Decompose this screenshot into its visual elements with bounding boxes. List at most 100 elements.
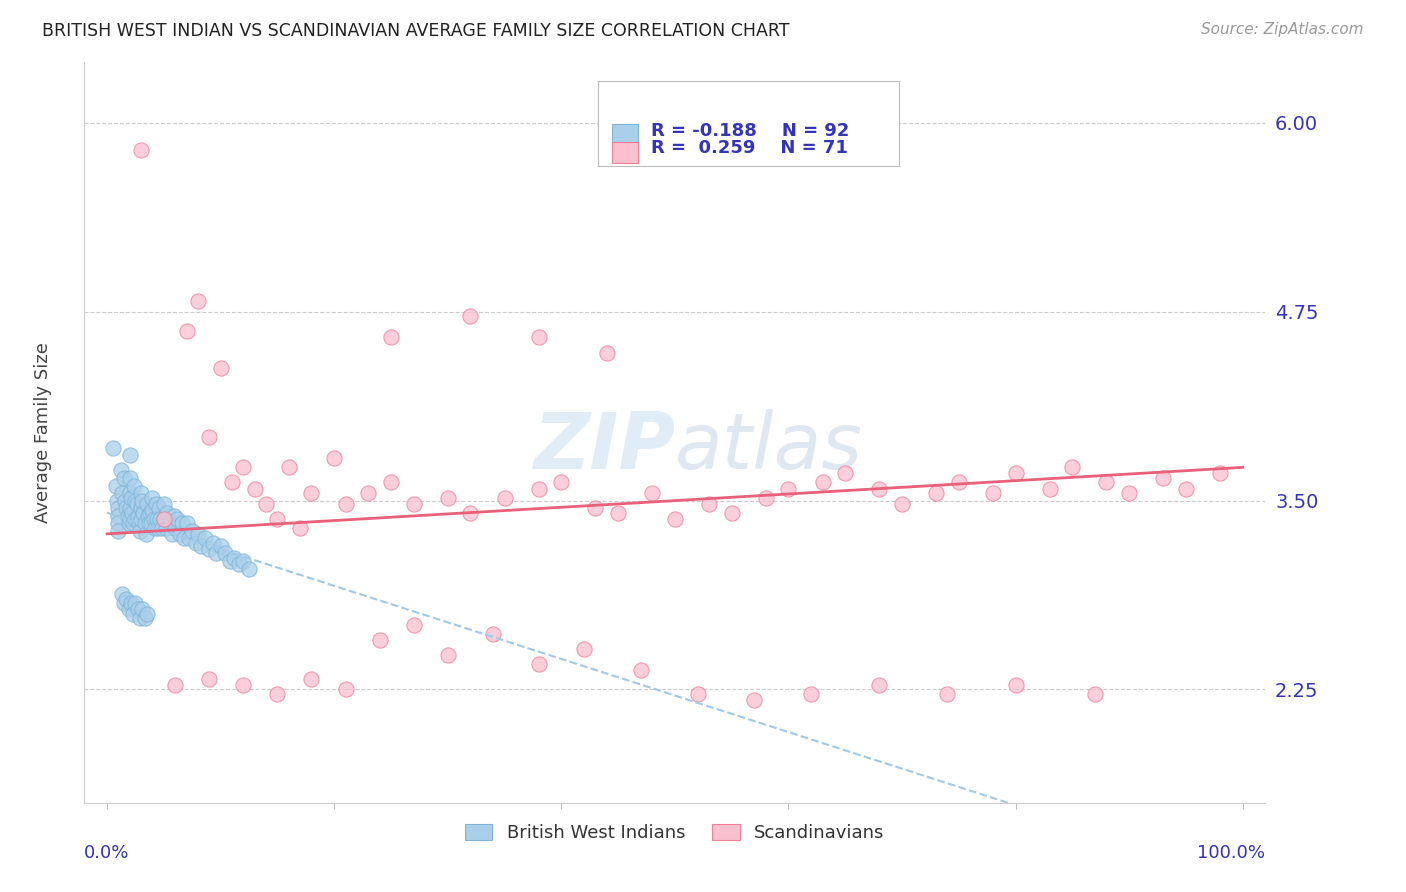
Point bbox=[131, 602, 153, 616]
Point bbox=[148, 521, 170, 535]
Point bbox=[136, 508, 159, 523]
Point bbox=[170, 516, 193, 531]
Point bbox=[1209, 467, 1232, 481]
Point bbox=[301, 486, 323, 500]
Point bbox=[124, 596, 146, 610]
Point bbox=[105, 478, 128, 492]
Bar bbox=[612, 142, 638, 163]
Point bbox=[194, 532, 217, 546]
Point bbox=[135, 497, 157, 511]
Bar bbox=[612, 124, 638, 145]
Point bbox=[811, 475, 834, 490]
Point bbox=[527, 657, 550, 671]
Point bbox=[380, 475, 402, 490]
Bar bbox=[598, 81, 900, 166]
Point bbox=[125, 497, 148, 511]
Point bbox=[181, 524, 204, 538]
Point bbox=[124, 478, 146, 492]
Point bbox=[228, 557, 250, 571]
Point bbox=[160, 526, 183, 541]
Point bbox=[277, 460, 299, 475]
Point bbox=[124, 512, 146, 526]
Point bbox=[122, 516, 145, 531]
Point bbox=[131, 493, 153, 508]
Point bbox=[494, 491, 516, 505]
Point bbox=[112, 471, 135, 485]
Point bbox=[132, 506, 155, 520]
Point bbox=[981, 486, 1004, 500]
Point bbox=[141, 516, 163, 531]
Point bbox=[891, 497, 914, 511]
Point bbox=[697, 497, 720, 511]
Point bbox=[630, 663, 652, 677]
Point bbox=[254, 497, 277, 511]
Point bbox=[190, 539, 212, 553]
Point bbox=[163, 508, 186, 523]
Point bbox=[127, 602, 149, 616]
Point bbox=[232, 554, 254, 568]
Point bbox=[335, 682, 357, 697]
Point bbox=[142, 512, 165, 526]
Point bbox=[118, 501, 141, 516]
Point bbox=[129, 512, 152, 526]
Point bbox=[134, 516, 156, 531]
Point bbox=[166, 512, 188, 526]
Point bbox=[572, 641, 595, 656]
Point bbox=[122, 607, 145, 621]
Point bbox=[115, 501, 138, 516]
Point bbox=[118, 602, 141, 616]
Point bbox=[153, 512, 176, 526]
Point bbox=[114, 493, 136, 508]
Point bbox=[607, 506, 630, 520]
Point bbox=[686, 687, 709, 701]
Point bbox=[266, 687, 288, 701]
Point bbox=[868, 482, 890, 496]
Point bbox=[209, 360, 232, 375]
Point bbox=[135, 607, 157, 621]
Point bbox=[107, 516, 129, 531]
Point bbox=[165, 678, 187, 692]
Point bbox=[155, 521, 177, 535]
Point bbox=[1174, 482, 1197, 496]
Point bbox=[177, 532, 200, 546]
Point bbox=[224, 551, 246, 566]
Point bbox=[129, 486, 152, 500]
Point bbox=[323, 451, 346, 466]
Point bbox=[1118, 486, 1140, 500]
Point bbox=[868, 678, 890, 692]
Point bbox=[1152, 471, 1174, 485]
Point bbox=[460, 506, 482, 520]
Point bbox=[112, 596, 135, 610]
Point bbox=[527, 330, 550, 344]
Point bbox=[288, 521, 311, 535]
Point bbox=[141, 502, 163, 516]
Point bbox=[118, 471, 141, 485]
Point bbox=[583, 501, 606, 516]
Point bbox=[232, 460, 254, 475]
Point bbox=[120, 596, 142, 610]
Point bbox=[187, 526, 209, 541]
Point bbox=[198, 430, 221, 444]
Text: Average Family Size: Average Family Size bbox=[34, 343, 52, 523]
Point bbox=[115, 591, 138, 606]
Point bbox=[169, 526, 191, 541]
Point bbox=[153, 512, 176, 526]
Point bbox=[107, 501, 129, 516]
Point bbox=[141, 491, 163, 505]
Point bbox=[550, 475, 572, 490]
Point bbox=[134, 611, 156, 625]
Point bbox=[482, 626, 505, 640]
Point bbox=[778, 482, 800, 496]
Point bbox=[214, 547, 236, 561]
Point bbox=[110, 463, 132, 477]
Point bbox=[357, 486, 380, 500]
Point bbox=[335, 497, 357, 511]
Text: atlas: atlas bbox=[675, 409, 863, 485]
Point bbox=[118, 516, 141, 531]
Text: R =  0.259    N = 71: R = 0.259 N = 71 bbox=[651, 139, 848, 157]
Point bbox=[187, 294, 209, 309]
Point bbox=[146, 512, 169, 526]
Point bbox=[198, 672, 221, 686]
Point bbox=[238, 561, 260, 575]
Point bbox=[129, 501, 152, 516]
